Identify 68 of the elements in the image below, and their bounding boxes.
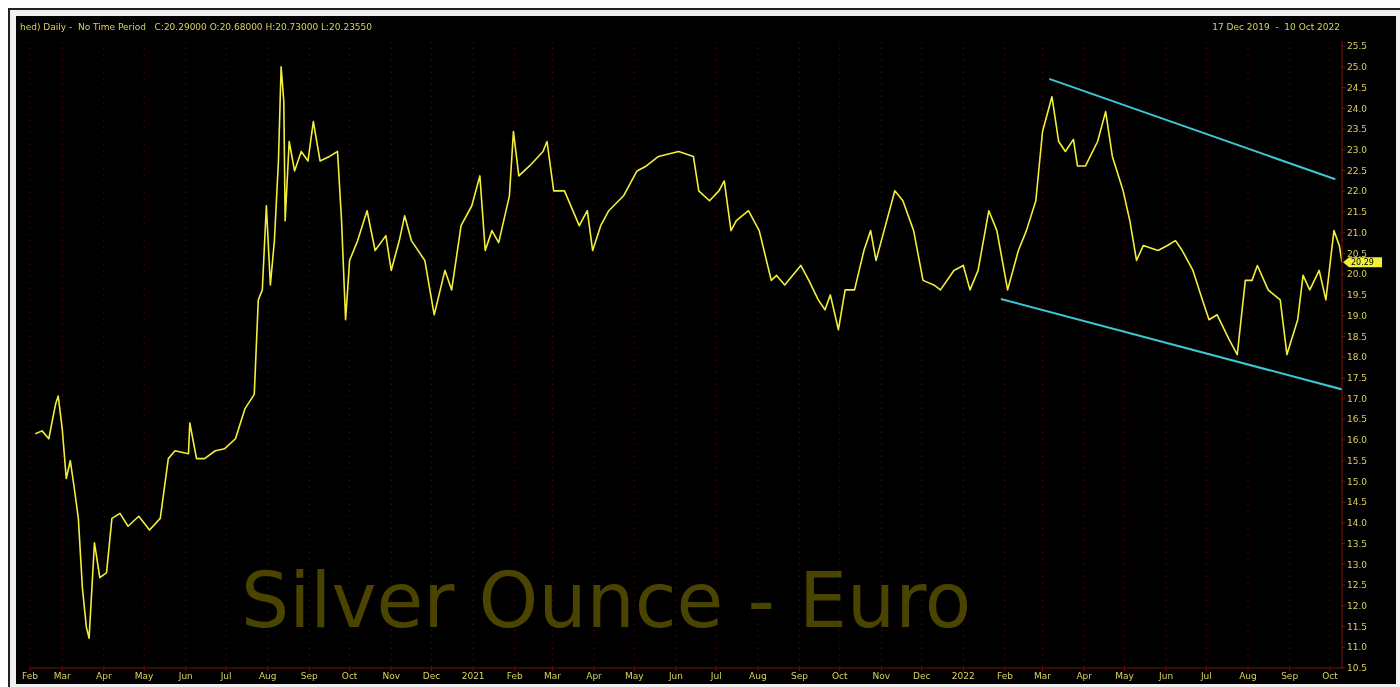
- x-tick-label: Apr: [586, 671, 603, 682]
- y-tick-label: 17.0: [1347, 393, 1368, 404]
- x-tick-label: Mar: [1034, 671, 1052, 682]
- y-tick-label: 10.5: [1347, 663, 1368, 674]
- x-tick-label: Jun: [1158, 671, 1174, 682]
- y-tick-label: 15.0: [1347, 476, 1368, 487]
- y-tick-label: 25.5: [1347, 41, 1368, 52]
- x-tick-label: Oct: [831, 671, 849, 682]
- x-tick-label: Sep: [790, 671, 809, 682]
- y-tick-label: 19.0: [1347, 310, 1368, 321]
- y-tick-label: 21.0: [1347, 227, 1368, 238]
- y-tick-label: 13.0: [1347, 559, 1368, 570]
- text: hed) Daily - No Time Period C:20.29000 O:20.68000 H:20.73000 L:20.23550: [20, 22, 373, 32]
- y-tick-label: 11.5: [1347, 621, 1368, 632]
- y-tick-label: 22.0: [1347, 186, 1368, 197]
- y-tick-label: 18.0: [1347, 352, 1368, 363]
- x-tick-label: Dec: [912, 671, 931, 682]
- y-tick-label: 24.0: [1347, 103, 1368, 114]
- y-tick-label: 13.5: [1347, 538, 1368, 549]
- y-tick-label: 25.0: [1347, 62, 1368, 73]
- x-tick-label: Aug: [1239, 671, 1257, 682]
- x-tick-label: Nov: [872, 671, 891, 682]
- x-tick-label: May: [134, 671, 155, 682]
- x-tick-label: Mar: [53, 671, 72, 682]
- y-tick-label: 19.5: [1347, 290, 1368, 301]
- x-tick-label: Dec: [422, 671, 441, 682]
- y-tick-label: 15.5: [1347, 455, 1368, 466]
- y-tick-label: 23.0: [1347, 144, 1368, 155]
- x-tick-label: Apr: [1076, 671, 1093, 682]
- x-tick-label: May: [624, 671, 645, 682]
- y-tick-label: 12.0: [1347, 601, 1368, 612]
- y-tick-label: 16.5: [1347, 414, 1368, 425]
- y-tick-label: 16.0: [1347, 435, 1368, 446]
- x-tick-label: 2021: [461, 671, 485, 682]
- x-tick-label: Jun: [667, 671, 683, 682]
- y-tick-label: 17.5: [1347, 373, 1368, 383]
- x-tick-label: 2022: [951, 671, 975, 682]
- y-tick-label: 12.5: [1347, 580, 1368, 591]
- y-tick-label: 20.0: [1347, 269, 1368, 280]
- x-tick-label: Aug: [749, 671, 767, 682]
- annotation: 20.29: [1351, 258, 1374, 268]
- text: Silver Ounce - Euro: [241, 556, 972, 645]
- x-tick-label: Sep: [1281, 671, 1299, 682]
- x-tick-label: May: [1115, 671, 1135, 682]
- x-tick-label: Aug: [258, 671, 277, 682]
- x-tick-label: Jul: [219, 671, 232, 682]
- y-tick-label: 11.0: [1347, 642, 1368, 653]
- x-tick-label: Apr: [96, 671, 112, 682]
- y-tick-label: 21.5: [1347, 207, 1368, 218]
- y-tick-label: 14.0: [1347, 518, 1368, 529]
- x-tick-label: Oct: [1322, 671, 1339, 682]
- x-tick-label: Mar: [543, 671, 562, 682]
- x-tick-label: Jul: [709, 671, 722, 682]
- x-tick-label: Sep: [300, 671, 319, 682]
- x-tick-label: Jul: [1199, 671, 1212, 682]
- x-tick-label: Feb: [996, 671, 1014, 682]
- x-tick-label: Feb: [506, 671, 524, 682]
- y-tick-label: 24.5: [1347, 82, 1368, 93]
- x-tick-label: Oct: [341, 671, 358, 682]
- y-tick-label: 18.5: [1347, 331, 1368, 342]
- x-tick-label: Feb: [22, 671, 39, 682]
- y-tick-label: 22.5: [1347, 165, 1368, 176]
- text: 17 Dec 2019 - 10 Oct 2022: [1212, 22, 1340, 32]
- x-tick-label: Nov: [382, 671, 401, 682]
- x-tick-label: Jun: [177, 671, 193, 682]
- y-tick-label: 14.5: [1347, 497, 1368, 508]
- y-tick-label: 20.5: [1347, 248, 1368, 259]
- y-tick-label: 23.5: [1347, 124, 1368, 135]
